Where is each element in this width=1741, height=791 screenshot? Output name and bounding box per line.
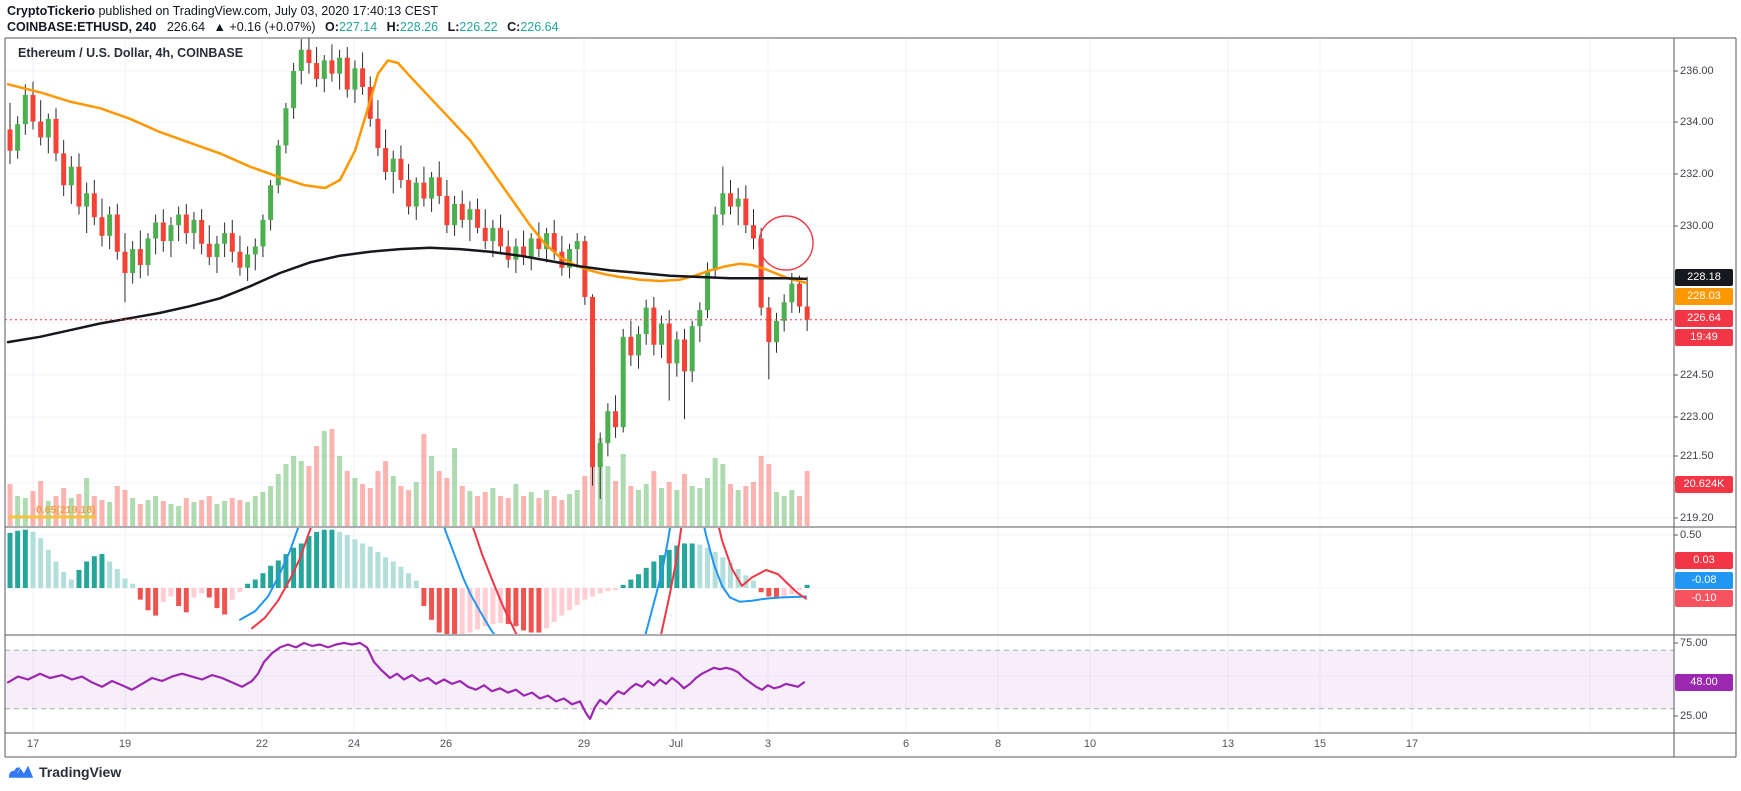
rsi-line [6, 641, 806, 720]
price-change: ▲ +0.16 (+0.07%) [213, 20, 316, 34]
low-label: L: [447, 20, 460, 34]
axis-price-badge: 48.00 [1675, 674, 1733, 691]
time-axis-label[interactable]: 29 [577, 738, 591, 750]
axis-price-badge: -0.10 [1675, 590, 1733, 607]
time-axis-label[interactable]: 13 [1221, 738, 1235, 750]
moving-averages [6, 59, 808, 344]
open-value: 227.14 [338, 20, 378, 34]
time-axis-label[interactable]: 19 [118, 738, 132, 750]
rsi-axis-label: 75.00 [1680, 637, 1708, 649]
axis-price-badge: 20.624K [1675, 476, 1733, 493]
macd-signal-line [251, 528, 807, 634]
macd-line [239, 528, 807, 634]
published-text: published on TradingView.com, July 03, 2… [95, 4, 439, 18]
time-axis-label[interactable]: 3 [764, 738, 772, 750]
time-axis-label[interactable]: 6 [902, 738, 910, 750]
time-axis-label[interactable]: 17 [26, 738, 40, 750]
axis-price-badge: 228.18 [1675, 269, 1733, 286]
price-axis-label: 236.00 [1680, 65, 1714, 77]
macd-axis-label: 0.50 [1680, 529, 1702, 541]
chart-frame [4, 37, 1737, 758]
axis-price-badge: 19:49 [1675, 329, 1733, 346]
highlight-circle [758, 215, 814, 271]
price-axis-label: 223.00 [1680, 411, 1714, 423]
axis-price-badge: -0.08 [1675, 572, 1733, 589]
vertical-gridlines [32, 38, 1591, 733]
price-axis-label: 234.00 [1680, 116, 1714, 128]
publisher-name: CryptoTickerio [7, 4, 95, 18]
last-price: 226.64 [166, 20, 206, 34]
chart-legend-title: Ethereum / U.S. Dollar, 4h, COINBASE [18, 46, 244, 60]
price-axis-label: 230.00 [1680, 220, 1714, 232]
high-label: H: [386, 20, 400, 34]
time-axis-label[interactable]: 15 [1313, 738, 1327, 750]
price-axis-label: 232.00 [1680, 168, 1714, 180]
time-axis-label[interactable]: Jul [668, 738, 684, 750]
symbol-name: COINBASE:ETHUSD, 240 [7, 20, 157, 34]
fib-level-label: 0.65(219.18) [36, 504, 96, 516]
high-value: 228.26 [399, 20, 439, 34]
time-axis-label[interactable]: 22 [255, 738, 269, 750]
ma-black-line [6, 246, 808, 344]
tradingview-logo-icon [8, 765, 34, 778]
close-value: 226.64 [520, 20, 559, 34]
rsi-band [5, 650, 1674, 709]
time-axis-label[interactable]: 10 [1083, 738, 1097, 750]
price-axis-label: 224.50 [1680, 369, 1714, 381]
axis-price-badge: 0.03 [1675, 552, 1733, 569]
time-axis-label[interactable]: 8 [994, 738, 1002, 750]
axis-price-badge: 228.03 [1675, 288, 1733, 305]
published-line: CryptoTickerio published on TradingView.… [7, 4, 438, 18]
symbol-ohlc-line: COINBASE:ETHUSD, 240 226.64 ▲ +0.16 (+0.… [7, 20, 559, 34]
rsi-layer [6, 641, 806, 720]
time-axis-label[interactable]: 24 [347, 738, 361, 750]
close-label: C: [507, 20, 521, 34]
axis-price-badge: 226.64 [1675, 310, 1733, 327]
tradingview-logo-text: TradingView [39, 764, 122, 780]
horizontal-gridlines [5, 70, 1674, 677]
price-axis-label: 221.50 [1680, 450, 1714, 462]
open-label: O: [325, 20, 339, 34]
macd-lines [239, 528, 807, 634]
low-value: 226.22 [459, 20, 498, 34]
ma-orange-line [6, 59, 808, 285]
tradingview-logo[interactable]: TradingView [8, 762, 121, 782]
time-axis-label[interactable]: 17 [1405, 738, 1419, 750]
rsi-axis-label: 25.00 [1680, 710, 1708, 722]
time-axis-label[interactable]: 26 [439, 738, 453, 750]
macd-histogram [7, 529, 810, 634]
price-axis-label: 219.20 [1680, 512, 1714, 524]
volume-layer [7, 426, 810, 526]
